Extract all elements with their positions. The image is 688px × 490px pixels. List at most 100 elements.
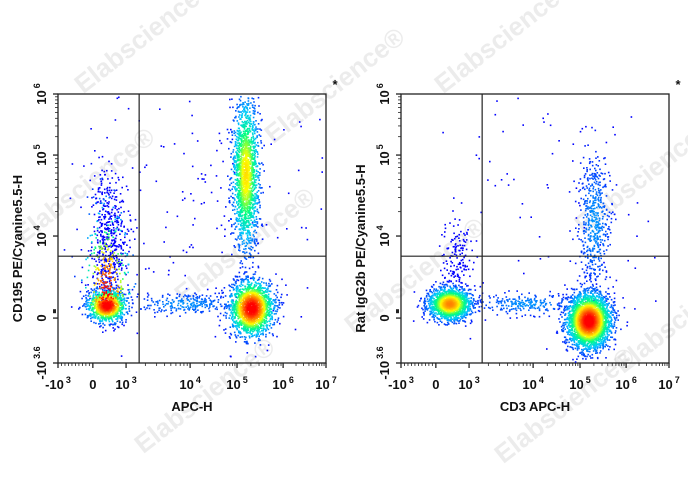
event-point [105,221,108,224]
event-point [90,128,92,130]
event-point [248,247,250,249]
event-point [269,317,272,320]
event-point [232,278,235,280]
event-point [106,204,109,207]
event-point [249,155,251,157]
event-point [119,239,122,241]
event-point [236,301,239,303]
event-point [261,223,263,226]
event-point [117,223,120,226]
event-point [242,281,245,283]
event-point [104,318,107,320]
event-point [173,143,176,145]
event-point [245,290,248,293]
event-point [90,242,93,244]
event-point [108,291,110,294]
event-point [172,301,175,303]
event-point [251,287,253,290]
event-point [113,293,115,295]
event-point [102,289,105,292]
event-point [230,293,233,295]
event-point [93,213,96,216]
event-point [90,291,92,294]
event-point [97,242,99,244]
event-point [230,286,233,288]
event-point [147,294,150,296]
event-point [100,279,102,282]
event-point [99,319,102,321]
event-point [252,199,254,202]
event-point [233,307,235,310]
event-point [92,297,95,300]
event-point [235,320,238,322]
event-point [263,287,266,289]
event-point [216,149,218,152]
event-point [245,194,247,197]
event-point [237,150,240,152]
event-point [96,239,99,241]
event-point [79,306,81,309]
event-point [102,281,105,283]
event-point [247,279,249,281]
event-point [230,195,232,198]
event-point [256,165,259,168]
event-point [231,134,234,136]
event-point [249,140,251,142]
event-point [97,312,100,315]
event-point [108,269,111,271]
event-point [236,328,238,331]
event-point [98,307,100,309]
event-point [245,183,247,185]
event-point [281,278,283,281]
event-point [251,124,254,127]
event-point [246,225,248,227]
event-point [233,161,236,163]
event-point [247,97,250,100]
event-point [266,324,269,327]
event-point [249,217,252,219]
event-point [240,283,243,285]
event-point [116,306,119,309]
event-point [258,276,261,279]
event-point [234,157,237,159]
event-point [253,188,256,191]
event-point [115,294,117,296]
event-point [220,297,222,299]
event-point [306,238,309,241]
event-point [122,298,124,300]
event-point [233,223,235,226]
event-point [115,245,118,248]
event-point [240,171,243,173]
event-point [240,162,242,165]
event-point [218,324,221,327]
event-point [235,110,237,112]
event-point [246,198,249,200]
event-point [253,107,255,109]
event-point [272,303,274,305]
event-point [259,135,262,137]
event-point [92,204,95,206]
event-point [247,160,250,163]
event-point [198,295,201,297]
event-point [241,205,244,207]
event-point [122,288,124,290]
event-point [246,162,249,164]
event-point [223,215,226,217]
event-point [243,128,246,130]
event-point [242,130,245,133]
event-point [118,96,120,99]
event-point [177,307,180,310]
event-point [209,304,211,307]
event-point [245,275,247,278]
event-point [251,162,254,164]
event-point [103,231,106,233]
event-point [251,183,254,185]
event-point [101,251,103,253]
event-point [229,305,232,308]
event-point [245,163,247,166]
event-point [128,293,130,295]
event-point [238,137,241,139]
event-point [113,214,115,216]
event-point [253,147,255,150]
event-point [242,136,245,138]
